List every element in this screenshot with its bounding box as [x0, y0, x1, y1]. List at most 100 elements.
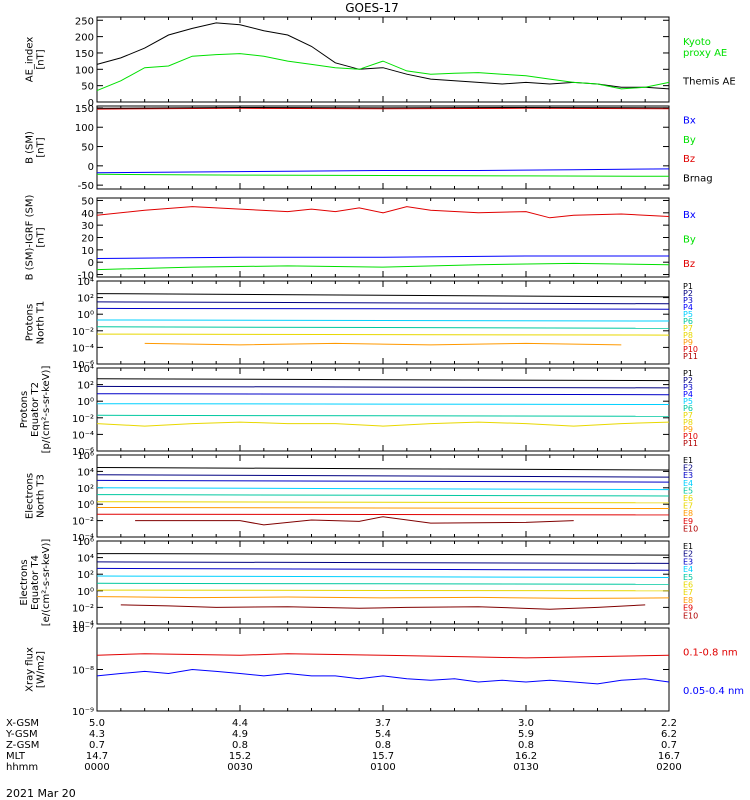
y-axis-label: AE_index[nT] — [25, 37, 47, 83]
y-axis-label-line: [W/m2] — [36, 651, 47, 688]
series-e5 — [96, 494, 670, 497]
series-e3 — [96, 567, 670, 571]
series-p6 — [96, 326, 670, 329]
legend-entry-line: Bz — [683, 154, 695, 165]
y-tick-label: 10⁻² — [72, 603, 94, 614]
series-e9 — [120, 604, 646, 610]
legend-entry: Kyoto proxy AE — [683, 37, 727, 59]
series-e2 — [96, 561, 670, 564]
series-p5 — [96, 319, 670, 322]
series-by — [96, 173, 670, 177]
legend-entry-line: E6 — [683, 494, 693, 503]
panel-frame — [96, 197, 670, 278]
legend-entry-line: E3 — [683, 557, 693, 566]
y-axis-label: ElectronsEquator T4[e/(cm²-s-sr-keV)] — [19, 539, 52, 627]
series-e7 — [96, 596, 670, 599]
y-tick-label: 10² — [77, 570, 94, 581]
legend-entry: P5 — [683, 397, 693, 406]
legend-entry-line: E1 — [683, 542, 693, 551]
legend-entry-line: P2 — [683, 376, 693, 385]
series-p2 — [96, 301, 670, 305]
legend-entry: P5 — [683, 310, 693, 319]
y-axis-label: B (SM)-IGRF (SM)[nT] — [25, 195, 47, 281]
y-axis-label-line: B (SM) — [25, 131, 36, 164]
y-axis-label: ProtonsNorth T1 — [25, 301, 47, 345]
ephemeris-row-label: hhmm — [6, 762, 38, 773]
legend-entry-line: P5 — [683, 397, 693, 406]
legend-entry-line: E8 — [683, 596, 693, 605]
y-tick-label: 10⁴ — [77, 364, 94, 375]
legend-entry-line: Kyoto — [683, 37, 711, 48]
legend-entry: E5 — [683, 573, 693, 582]
legend-entry-line: P7 — [683, 324, 693, 333]
legend-entry-line: E1 — [683, 456, 693, 465]
ephemeris-value: 14.7 — [86, 751, 108, 762]
legend-entry: Bz — [683, 259, 695, 270]
series-by — [96, 262, 670, 271]
legend-entry: E8 — [683, 509, 693, 518]
ephemeris-row-label: Z-GSM — [6, 740, 39, 751]
y-axis-label: ElectronsNorth T3 — [25, 473, 47, 519]
ephemeris-value: 3.0 — [518, 718, 534, 729]
series-e6 — [96, 501, 670, 504]
series-p8 — [96, 333, 670, 336]
legend-entry-line: E2 — [683, 550, 693, 559]
y-tick-label: 250 — [75, 16, 94, 27]
ephemeris-value: 0.7 — [661, 740, 677, 751]
legend-entry-line: E4 — [683, 479, 693, 488]
series-e5 — [96, 582, 670, 585]
legend-entry: E5 — [683, 486, 693, 495]
legend-entry-line: P6 — [683, 404, 693, 413]
y-axis-label-line: Protons — [25, 304, 36, 341]
y-tick-label: 10² — [77, 294, 94, 305]
legend-entry-line: E5 — [683, 486, 693, 495]
legend-entry-line: P11 — [683, 439, 698, 448]
y-axis-label-line: [nT] — [36, 227, 47, 247]
legend-entry-line: P3 — [683, 296, 693, 305]
y-tick-label: 40 — [81, 209, 94, 220]
legend-entry-line: P2 — [683, 289, 693, 298]
legend-entry: P8 — [683, 418, 693, 427]
legend-entry: Themis AE — [682, 76, 736, 87]
ephemeris-value: 4.4 — [232, 718, 248, 729]
y-tick-label: 10² — [77, 484, 94, 495]
series-e7 — [96, 507, 670, 509]
ephemeris-value: 4.9 — [232, 729, 248, 740]
legend-entry: E3 — [683, 557, 693, 566]
legend-entry-line: E10 — [683, 611, 698, 620]
legend-entry-line: Bx — [683, 116, 696, 127]
legend-entry: Bx — [683, 210, 696, 221]
legend-entry: E10 — [683, 524, 698, 533]
legend-entry-line: P6 — [683, 317, 693, 326]
y-tick-label: 10⁻⁹ — [72, 707, 94, 718]
panel-7: 10⁻⁴ 10⁻² 10⁰ 10² 10⁴ 10⁶ ElectronsEquator T4[… — [19, 537, 698, 631]
y-axis-label: B (SM)[nT] — [25, 131, 47, 164]
legend-entry-line: E10 — [683, 524, 698, 533]
legend-entry: P2 — [683, 376, 693, 385]
panel-2: -50 0 50 100 150 B (SM)[nT] Bx By Bz Brnag — [25, 104, 713, 192]
panel-1: 0 50 100 150 200 250 AE_index[nT] Kyoto proxy AE… — [25, 16, 736, 109]
legend-entry-line: P11 — [683, 352, 698, 361]
series-e2 — [96, 474, 670, 478]
series-e4 — [96, 575, 670, 578]
y-tick-label: 150 — [75, 104, 94, 115]
legend-entry: P7 — [683, 411, 693, 420]
legend-entry-line: By — [683, 135, 696, 146]
legend-entry-line: E8 — [683, 509, 693, 518]
y-axis-label-line: North T3 — [36, 474, 47, 518]
ephemeris-value: 5.9 — [518, 729, 534, 740]
legend-entry: P2 — [683, 289, 693, 298]
y-tick-label: 10⁻² — [72, 414, 94, 425]
series-bz — [96, 206, 670, 219]
legend-entry-line: E7 — [683, 502, 693, 511]
y-axis-label-line: [p/(cm²-s-sr-keV)] — [41, 366, 52, 454]
panel-8: 10⁻⁹ 10⁻⁸ 10⁻⁷ Xray flux[W/m2] 0.1-0.8 nm 0.0… — [25, 624, 745, 718]
legend-entry-line: proxy AE — [683, 48, 727, 59]
legend-entry-line: P9 — [683, 338, 693, 347]
series-e4 — [96, 487, 670, 491]
series-e9 — [135, 516, 574, 526]
legend-entry-line: E9 — [683, 604, 693, 613]
